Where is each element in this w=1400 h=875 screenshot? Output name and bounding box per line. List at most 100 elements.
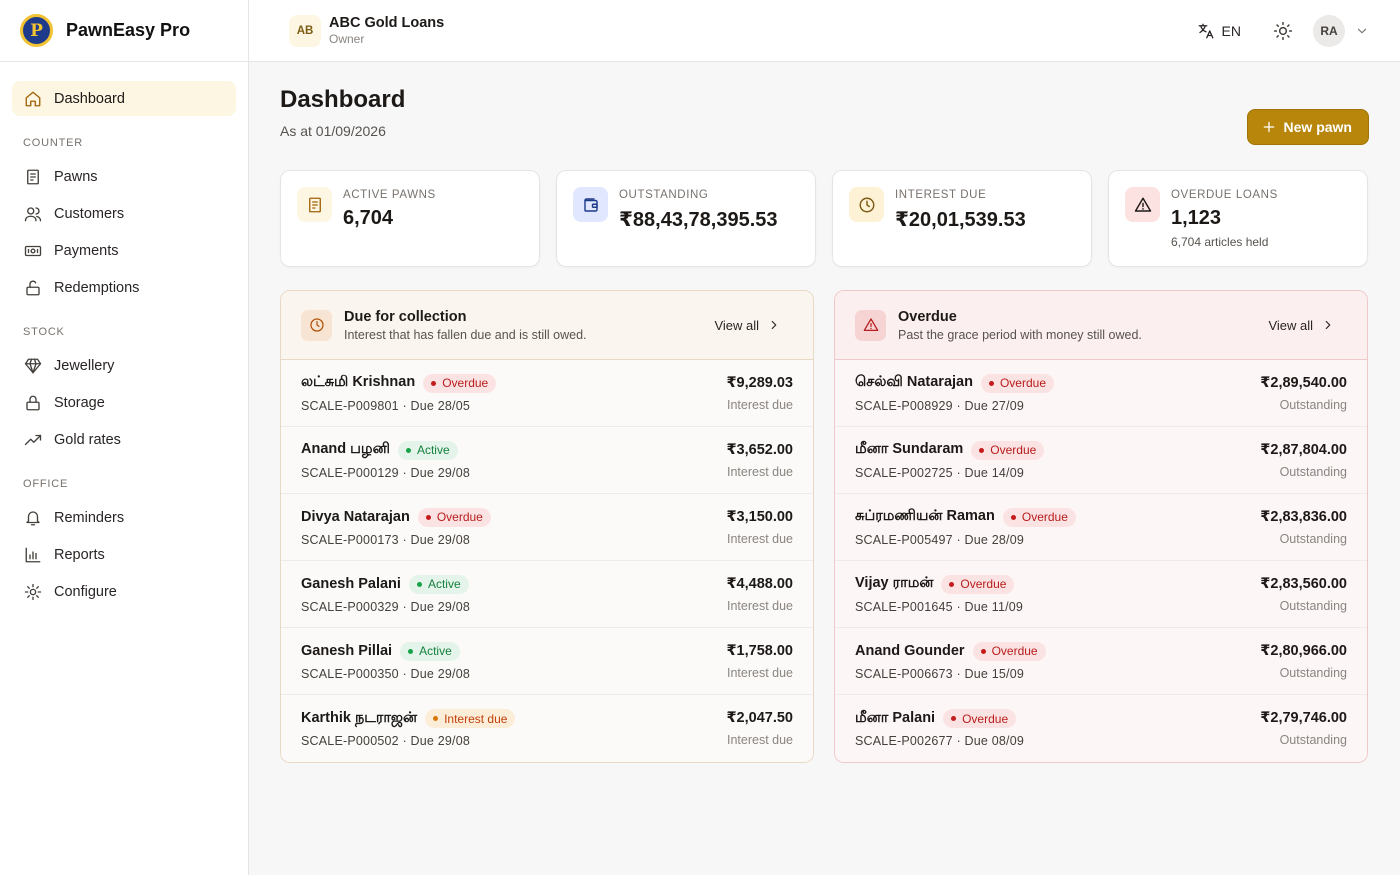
language-switcher[interactable]: EN — [1197, 22, 1241, 40]
status-dot — [1010, 514, 1016, 520]
row-info: Ganesh Pillai Active SCALE-P000350 · Due 2… — [301, 641, 726, 681]
title-block: Dashboard As at 01/09/2026 — [280, 86, 405, 139]
sidebar-item-storage[interactable]: Storage — [12, 385, 236, 420]
list-item[interactable]: Vijay ராமன் Overdue SCALE-P001645 · Due 11… — [835, 561, 1367, 628]
sun-icon[interactable] — [1273, 21, 1293, 41]
stat-icon-box — [1125, 187, 1160, 222]
status-badge: Overdue — [423, 373, 497, 393]
panel-header: Overdue Past the grace period with money… — [835, 291, 1367, 360]
stat-card-active-pawns[interactable]: ACTIVE PAWNS 6,704 — [280, 170, 540, 267]
sidebar-item-label: Payments — [54, 242, 119, 259]
stat-card-outstanding[interactable]: OUTSTANDING ₹88,43,78,395.53 — [556, 170, 816, 267]
status-badge: Interest due — [425, 709, 516, 728]
top-header: AB ABC Gold Loans Owner EN RA — [249, 0, 1400, 62]
sidebar-item-label: Dashboard — [54, 90, 125, 107]
sidebar-item-label: Customers — [54, 205, 125, 222]
pawn-meta: SCALE-P000350 · Due 29/08 — [301, 666, 470, 681]
customer-name: Anand பழனி — [301, 441, 390, 457]
row-amount-block: ₹2,80,966.00 Outstanding — [1260, 643, 1347, 680]
due-for-collection-panel: Due for collection Interest that has fal… — [280, 290, 814, 763]
row-name-line: மீனா Sundaram Overdue — [855, 440, 1260, 460]
sidebar-item-jewellery[interactable]: Jewellery — [12, 348, 236, 383]
sidebar-item-customers[interactable]: Customers — [12, 196, 236, 231]
pawn-meta: SCALE-P006673 · Due 15/09 — [855, 666, 1024, 681]
status-dot — [405, 447, 411, 453]
sidebar-item-gold-rates[interactable]: Gold rates — [12, 422, 236, 457]
amount-caption: Interest due — [726, 598, 793, 613]
sidebar-item-reports[interactable]: Reports — [12, 537, 236, 572]
list-item[interactable]: Karthik நடராஜன் Interest due SCALE-P000502… — [281, 695, 813, 762]
status-label: Overdue — [991, 644, 1038, 658]
plus-icon — [1263, 121, 1274, 133]
stat-card-overdue-loans[interactable]: OVERDUE LOANS 1,123 6,704 articles held — [1108, 170, 1368, 267]
status-label: Overdue — [442, 376, 489, 390]
sidebar-item-payments[interactable]: Payments — [12, 233, 236, 268]
status-label: Overdue — [1021, 510, 1068, 524]
brand[interactable]: P PawnEasy Pro — [0, 0, 248, 62]
panel-subtitle: Interest that has fallen due and is stil… — [344, 327, 587, 342]
panel-rows: செல்வி Natarajan Overdue SCALE-P008929 · D… — [835, 360, 1367, 762]
user-avatar[interactable]: RA — [1313, 14, 1345, 47]
sidebar-item-configure[interactable]: Configure — [12, 574, 236, 609]
list-item[interactable]: சுப்ரமணியன் Raman Overdue SCALE-P005497 · … — [835, 494, 1367, 561]
sidebar-item-dashboard[interactable]: Dashboard — [12, 81, 236, 116]
pawn-meta: SCALE-P009801 · Due 28/05 — [301, 398, 470, 413]
list-item[interactable]: Divya Natarajan Overdue SCALE-P000173 · Du… — [281, 494, 813, 561]
list-item[interactable]: லட்சுமி Krishnan Overdue SCALE-P009801 · D… — [281, 360, 813, 427]
stats-row: ACTIVE PAWNS 6,704 OUTSTANDING ₹88,43,78… — [280, 170, 1369, 267]
stat-card-interest-due[interactable]: INTEREST DUE ₹20,01,539.53 — [832, 170, 1092, 267]
row-name-line: லட்சுமி Krishnan Overdue — [301, 373, 726, 393]
wallet-icon — [583, 197, 598, 212]
list-item[interactable]: மீனா Sundaram Overdue SCALE-P002725 · Due … — [835, 427, 1367, 494]
row-name-line: Anand Gounder Overdue — [855, 641, 1260, 661]
list-item[interactable]: செல்வி Natarajan Overdue SCALE-P008929 · D… — [835, 360, 1367, 427]
status-label: Overdue — [962, 711, 1009, 726]
list-item[interactable]: Ganesh Palani Active SCALE-P000329 · Due 2… — [281, 561, 813, 628]
customer-name: மீனா Sundaram — [855, 441, 964, 457]
list-item[interactable]: Ganesh Pillai Active SCALE-P000350 · Due 2… — [281, 628, 813, 695]
sidebar-item-reminders[interactable]: Reminders — [12, 500, 236, 535]
sidebar-section-office: OFFICE — [23, 478, 69, 490]
list-item[interactable]: மீனா Palani Overdue SCALE-P002677 · Due 08… — [835, 695, 1367, 762]
sidebar-item-label: Reminders — [54, 509, 125, 526]
pawn-meta: SCALE-P008929 · Due 27/09 — [855, 398, 1024, 413]
list-item[interactable]: Anand Gounder Overdue SCALE-P006673 · Due … — [835, 628, 1367, 695]
sidebar-item-pawns[interactable]: Pawns — [12, 159, 236, 194]
row-amount-block: ₹2,79,746.00 Outstanding — [1260, 710, 1347, 747]
status-badge: Overdue — [1002, 507, 1076, 527]
stat-value: 1,123 — [1171, 207, 1222, 229]
org-info[interactable]: ABC Gold Loans Owner — [329, 15, 444, 46]
chevron-right-icon — [771, 320, 777, 330]
chevron-down-icon[interactable] — [1355, 24, 1369, 38]
org-role: Owner — [329, 32, 365, 46]
panel-heading: Overdue Past the grace period with money… — [898, 309, 1142, 342]
home-icon — [25, 91, 41, 106]
list-item[interactable]: Anand பழனி Active SCALE-P000129 · Due 29/0… — [281, 427, 813, 494]
sidebar-item-label: Gold rates — [54, 431, 121, 448]
sidebar-item-label: Jewellery — [54, 357, 115, 374]
status-badge: Overdue — [417, 507, 491, 527]
view-all-link[interactable]: View all — [1268, 318, 1335, 333]
status-label: Overdue — [436, 510, 483, 524]
row-amount-block: ₹9,289.03 Interest due — [726, 375, 793, 412]
status-badge: Overdue — [972, 641, 1046, 661]
org-badge[interactable]: AB — [289, 14, 321, 47]
customer-name: லட்சுமி Krishnan — [301, 374, 416, 390]
org-name: ABC Gold Loans — [329, 15, 445, 31]
stat-body: INTEREST DUE ₹20,01,539.53 — [895, 187, 1026, 266]
amount: ₹2,83,836.00 — [1260, 508, 1347, 525]
new-pawn-button[interactable]: New pawn — [1246, 109, 1369, 145]
status-label: Active — [416, 443, 450, 457]
translate-icon — [1198, 23, 1213, 38]
status-dot — [949, 581, 955, 587]
sidebar-item-redemptions[interactable]: Redemptions — [12, 270, 236, 305]
status-label: Overdue — [999, 376, 1046, 390]
status-badge: Active — [397, 440, 458, 460]
panels-row: Due for collection Interest that has fal… — [280, 290, 1369, 763]
customer-name: Ganesh Palani — [301, 576, 401, 592]
view-all-link[interactable]: View all — [714, 318, 781, 333]
row-info: Anand Gounder Overdue SCALE-P006673 · Due … — [855, 641, 1260, 681]
language-label: EN — [1221, 22, 1241, 39]
row-name-line: சுப்ரமணியன் Raman Overdue — [855, 507, 1260, 527]
header-actions: EN RA — [1197, 14, 1369, 47]
